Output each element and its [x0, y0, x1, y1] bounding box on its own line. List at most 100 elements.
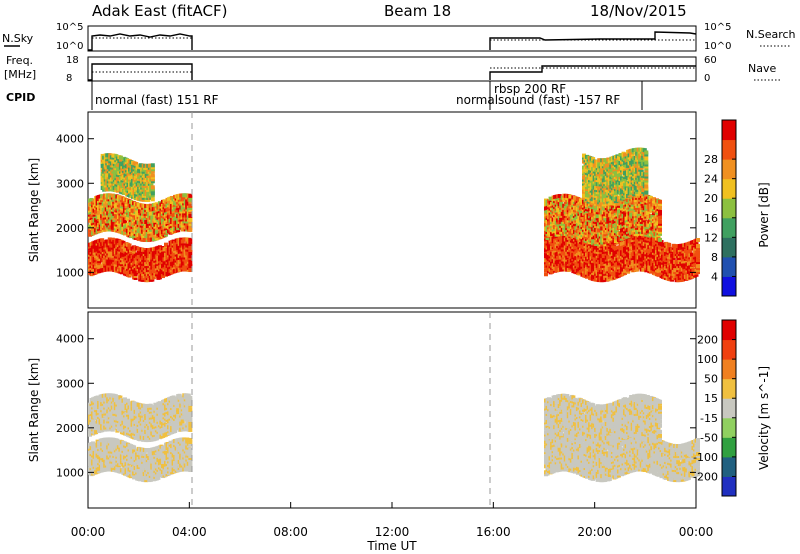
heatmap-cell — [551, 221, 556, 226]
heatmap-cell — [688, 259, 693, 264]
heatmap-cell — [122, 247, 127, 252]
heatmap-cell — [603, 259, 608, 264]
heatmap-cell — [671, 245, 676, 250]
heatmap-cell — [100, 198, 105, 203]
heatmap-cell — [554, 264, 559, 269]
heatmap-cell — [636, 225, 641, 230]
heatmap-cell — [97, 265, 102, 270]
heatmap-cell — [568, 230, 573, 235]
heatmap-cell — [124, 204, 129, 209]
heatmap-cell — [176, 228, 181, 233]
freq-label-line1: Freq. — [6, 54, 33, 67]
heatmap-cell — [97, 257, 102, 262]
heatmap-cell — [97, 259, 102, 264]
heatmap-cell — [122, 249, 127, 254]
heatmap-cell — [188, 207, 193, 212]
heatmap-cell — [188, 254, 193, 259]
heatmap-cell — [174, 208, 179, 213]
heatmap-cell — [130, 204, 135, 209]
heatmap-cell — [696, 244, 700, 249]
freq-tick-bottom: 8 — [66, 73, 72, 84]
heatmap-cell — [97, 261, 102, 266]
heatmap-cell — [121, 240, 126, 245]
heatmap-cell — [106, 245, 111, 250]
heatmap-cell — [612, 243, 617, 248]
heatmap-cell — [123, 173, 128, 178]
heatmap-cell — [691, 260, 696, 265]
heatmap-cell — [696, 270, 700, 275]
heatmap-cell — [154, 262, 159, 267]
heatmap-cell — [150, 163, 155, 168]
heatmap-cell — [595, 275, 600, 280]
heatmap-cell — [147, 237, 152, 242]
heatmap-cell — [173, 204, 178, 209]
heatmap-cell — [150, 197, 155, 202]
heatmap-cell — [154, 272, 159, 277]
heatmap-cell — [594, 241, 599, 246]
heatmap-cell — [188, 213, 193, 218]
heatmap-cell — [97, 209, 102, 214]
heatmap-cell — [689, 264, 694, 269]
heatmap-cell — [188, 209, 193, 214]
heatmap-cell — [568, 232, 573, 237]
heatmap-cell — [146, 197, 151, 202]
heatmap-cell — [108, 153, 113, 158]
heatmap-cell — [598, 224, 603, 229]
heatmap-cell — [554, 196, 559, 201]
heatmap-cell — [604, 273, 609, 278]
heatmap-cell — [620, 242, 624, 247]
heatmap-cell — [177, 267, 182, 272]
heatmap-cell — [656, 235, 661, 240]
heatmap-cell — [157, 275, 162, 280]
heatmap-cell — [141, 171, 146, 176]
heatmap-cell — [119, 262, 124, 267]
heatmap-cell — [106, 207, 111, 212]
heatmap-cell — [595, 214, 600, 219]
heatmap-cell — [108, 175, 113, 180]
heatmap-cell — [150, 177, 155, 182]
heatmap-cell — [150, 277, 155, 282]
heatmap-cell — [671, 257, 676, 262]
heatmap-cell — [122, 219, 127, 224]
heatmap-cell — [118, 159, 123, 164]
heatmap-cell — [651, 203, 656, 208]
heatmap-cell — [150, 165, 155, 170]
heatmap-cell — [667, 242, 672, 247]
heatmap-cell — [635, 229, 640, 234]
heatmap-cell — [578, 210, 583, 215]
heatmap-cell — [658, 211, 662, 216]
heatmap-cell — [591, 157, 596, 162]
heatmap-cell — [142, 237, 147, 242]
heatmap-cell — [658, 237, 662, 242]
heatmap-cell — [120, 186, 125, 191]
heatmap-cell — [673, 272, 678, 277]
heatmap-cell — [556, 222, 561, 227]
heatmap-cell — [130, 232, 135, 237]
heatmap-cell — [103, 183, 108, 188]
heatmap-cell — [132, 249, 137, 254]
heatmap-cell — [630, 204, 635, 209]
heatmap-cell — [147, 235, 152, 240]
heatmap-cell — [606, 277, 611, 282]
heatmap-cell — [582, 181, 586, 186]
heatmap-cell — [89, 214, 94, 219]
heatmap-cell — [696, 268, 700, 273]
heatmap-cell — [559, 239, 564, 244]
date-title: 18/Nov/2015 — [590, 2, 687, 20]
heatmap-cell — [630, 206, 635, 211]
heatmap-cell — [188, 195, 193, 200]
heatmap-cell — [565, 257, 570, 262]
heatmap-cell — [136, 236, 141, 241]
heatmap-cell — [150, 175, 155, 180]
heatmap-cell — [580, 215, 585, 220]
cpid-segment-1: normal (fast) 151 RF — [95, 93, 219, 107]
heatmap-cell — [696, 254, 700, 259]
heatmap-cell — [97, 263, 102, 268]
heatmap-cell — [165, 221, 170, 226]
heatmap-cell — [180, 227, 185, 232]
heatmap-cell — [188, 205, 193, 210]
heatmap-cell — [142, 229, 147, 234]
heatmap-cell — [696, 250, 700, 255]
heatmap-cell — [674, 264, 679, 269]
heatmap-cell — [696, 260, 700, 265]
